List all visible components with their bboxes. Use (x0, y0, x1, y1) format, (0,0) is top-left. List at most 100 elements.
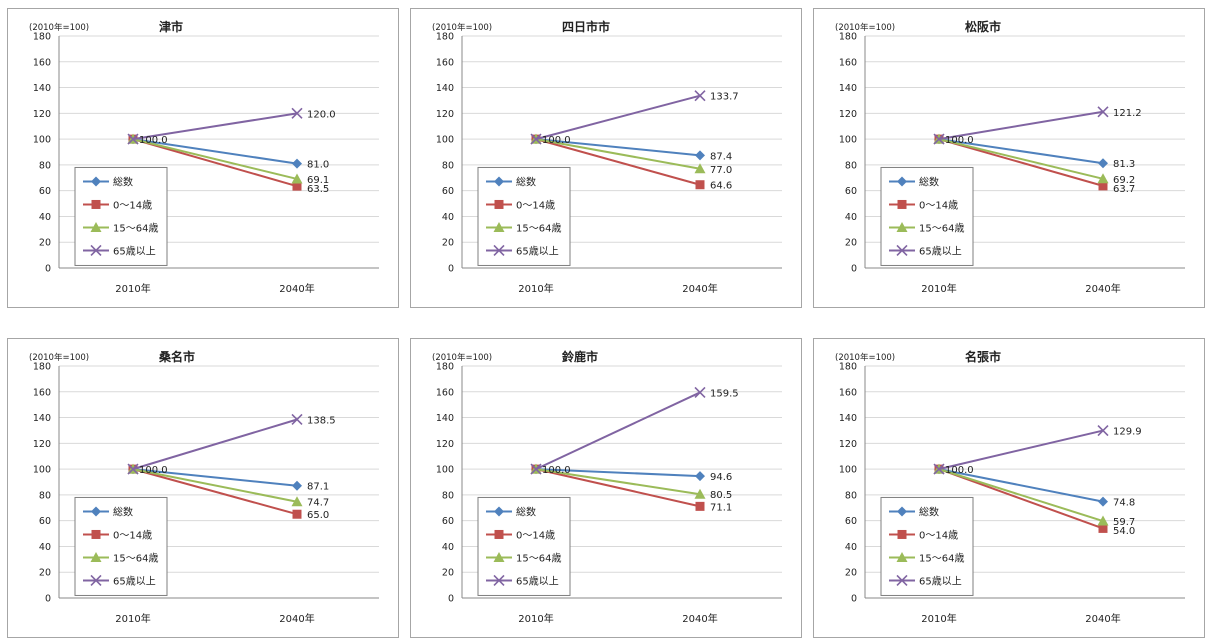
chart-frame (7, 8, 399, 308)
chart-panel-3: 0 20 40 60 80 100 120 140 160 180 2010年 2040年 (2010年… (813, 8, 1205, 308)
chart-svg: 0 20 40 60 80 100 120 140 160 180 2010年 2040年 (2010年… (813, 338, 1205, 638)
legend: 総数 0～14歳 15～64歳 65歳以上 (74, 496, 168, 596)
point-age-0-14-2040 (292, 509, 302, 519)
index-note: (2010年=100) (432, 352, 492, 363)
y-tick-label: 40 (845, 542, 857, 553)
y-tick-label: 40 (442, 212, 454, 223)
legend-marker-age-15-64 (90, 221, 102, 232)
data-label-age-15-64-2040: 80.5 (710, 490, 732, 501)
series-line-age-0-14 (535, 138, 701, 186)
y-tick-label: 40 (845, 212, 857, 223)
y-tick-label: 120 (33, 439, 51, 450)
legend-box (74, 166, 168, 266)
chart-svg: 0 20 40 60 80 100 120 140 160 180 2010年 2040年 (2010年… (7, 8, 399, 308)
legend-marker-age-65-plus (493, 244, 505, 257)
data-label-total-2040: 81.3 (1113, 159, 1135, 170)
legend-marker-total (91, 176, 101, 187)
legend-label-age-0-14: 0～14歳 (113, 529, 152, 541)
series-line-age-65-plus (938, 110, 1104, 141)
x-tick-label: 2040年 (682, 282, 717, 295)
y-tick-label: 60 (442, 516, 454, 527)
chart-title: 津市 (159, 19, 183, 34)
y-tick-label: 180 (33, 362, 51, 373)
point-total-2040 (695, 471, 705, 482)
y-tick-label: 0 (45, 264, 51, 275)
series-line-age-65-plus (132, 418, 298, 471)
legend-marker-total (494, 506, 504, 517)
chart-title: 鈴鹿市 (562, 349, 598, 364)
legend-box (880, 166, 974, 266)
point-total-2040 (695, 150, 705, 161)
point-age-15-64-2040 (1097, 173, 1109, 184)
y-tick-label: 180 (839, 32, 857, 43)
x-tick-label: 2010年 (518, 282, 553, 295)
legend-marker-age-65-plus (493, 574, 505, 587)
point-total-2040 (292, 480, 302, 491)
index-note: (2010年=100) (29, 22, 89, 33)
y-tick-label: 180 (436, 362, 454, 373)
series-line-age-15-64 (132, 138, 298, 180)
y-tick-label: 40 (39, 212, 51, 223)
legend-label-age-15-64: 15～64歳 (516, 222, 561, 234)
y-tick-label: 0 (448, 264, 454, 275)
x-tick-label: 2040年 (279, 282, 314, 295)
data-label-2010: 100.0 (542, 135, 571, 146)
data-label-total-2040: 74.8 (1113, 498, 1135, 509)
legend-marker-total (897, 506, 907, 517)
x-tick-label: 2040年 (1085, 612, 1120, 625)
legend-box (477, 166, 571, 266)
legend-label-age-15-64: 15～64歳 (516, 552, 561, 564)
chart-panel-2: 0 20 40 60 80 100 120 140 160 180 2010年 2040年 (2010年… (410, 8, 802, 308)
data-label-age-0-14-2040: 71.1 (710, 502, 732, 513)
y-tick-label: 20 (442, 238, 454, 249)
y-tick-label: 20 (845, 238, 857, 249)
legend-label-age-0-14: 0～14歳 (516, 199, 555, 211)
series-line-age-0-14 (535, 468, 701, 508)
y-tick-label: 20 (39, 568, 51, 579)
chart-svg: 0 20 40 60 80 100 120 140 160 180 2010年 2040年 (2010年… (7, 338, 399, 638)
x-tick-label: 2040年 (1085, 282, 1120, 295)
series-line-age-65-plus (938, 429, 1104, 471)
data-label-age-0-14-2040: 54.0 (1113, 526, 1135, 537)
data-label-age-65-plus-2040: 159.5 (710, 388, 739, 399)
legend-label-total: 総数 (113, 175, 133, 188)
y-tick-label: 0 (851, 594, 857, 605)
point-age-15-64-2040 (291, 496, 303, 507)
series-line-age-65-plus (132, 112, 298, 141)
y-tick-label: 160 (33, 57, 51, 68)
point-age-65-plus-2010 (933, 133, 945, 145)
point-age-65-plus-2010 (530, 133, 542, 145)
point-age-15-64-2040 (291, 173, 303, 184)
y-tick-label: 120 (436, 439, 454, 450)
series-line-age-0-14 (938, 468, 1104, 530)
legend-label-total: 総数 (919, 505, 939, 518)
point-age-65-plus-2010 (127, 463, 139, 475)
point-total-2040 (292, 158, 302, 169)
legend-marker-age-65-plus (896, 574, 908, 587)
y-tick-label: 60 (39, 516, 51, 527)
y-tick-label: 100 (839, 135, 857, 146)
legend-marker-age-0-14 (494, 529, 504, 539)
point-age-15-64-2040 (694, 163, 706, 174)
series-line-age-65-plus (535, 94, 701, 141)
legend-label-age-15-64: 15～64歳 (919, 552, 964, 564)
legend-label-age-65-plus: 65歳以上 (113, 245, 156, 257)
chart-title: 桑名市 (159, 349, 195, 364)
y-tick-label: 60 (845, 186, 857, 197)
point-age-65-plus-2040 (694, 90, 706, 102)
legend-marker-total (897, 176, 907, 187)
y-tick-label: 180 (436, 32, 454, 43)
data-label-age-65-plus-2040: 138.5 (307, 415, 336, 426)
y-tick-label: 0 (45, 594, 51, 605)
legend-box (477, 496, 571, 596)
legend-marker-age-0-14 (897, 529, 907, 539)
legend-label-total: 総数 (919, 175, 939, 188)
y-tick-label: 80 (39, 490, 51, 501)
legend: 総数 0～14歳 15～64歳 65歳以上 (880, 496, 974, 596)
legend-label-total: 総数 (516, 505, 536, 518)
chart-svg: 0 20 40 60 80 100 120 140 160 180 2010年 2040年 (2010年… (410, 338, 802, 638)
legend: 総数 0～14歳 15～64歳 65歳以上 (880, 166, 974, 266)
x-tick-label: 2010年 (518, 612, 553, 625)
data-label-total-2040: 94.6 (710, 472, 732, 483)
chart-title: 名張市 (965, 349, 1001, 364)
